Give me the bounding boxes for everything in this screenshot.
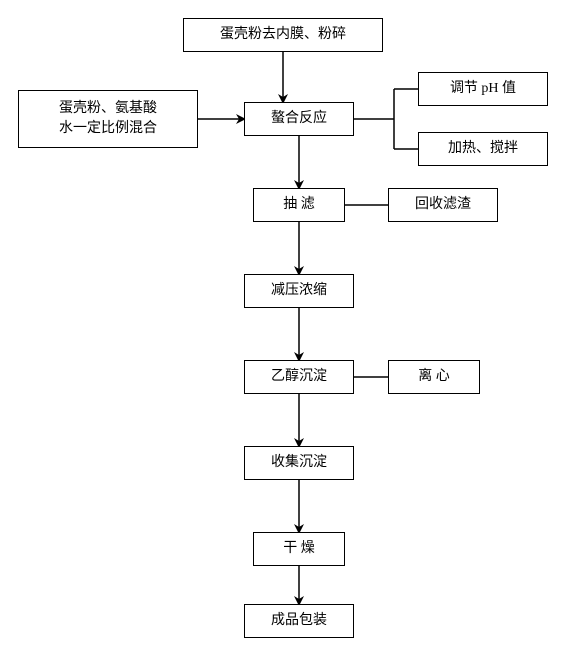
- node-n_collect: 收集沉淀: [244, 446, 354, 480]
- node-n_dry: 干 燥: [253, 532, 345, 566]
- node-n_ethanol: 乙醇沉淀: [244, 360, 354, 394]
- node-n_top: 蛋壳粉去内膜、粉碎: [183, 18, 383, 52]
- node-n_mix: 蛋壳粉、氨基酸 水一定比例混合: [18, 90, 198, 148]
- node-n_pack: 成品包装: [244, 604, 354, 638]
- node-n_chelate: 螯合反应: [244, 102, 354, 136]
- node-n_centrifuge: 离 心: [388, 360, 480, 394]
- node-n_conc: 减压浓缩: [244, 274, 354, 308]
- node-n_ph: 调节 pH 值: [418, 72, 548, 106]
- node-n_filter: 抽 滤: [253, 188, 345, 222]
- node-n_residue: 回收滤渣: [388, 188, 498, 222]
- flowchart-canvas: 蛋壳粉去内膜、粉碎蛋壳粉、氨基酸 水一定比例混合 螯合反应 调节 pH 值加热、搅拌…: [0, 0, 584, 651]
- node-n_heat: 加热、搅拌: [418, 132, 548, 166]
